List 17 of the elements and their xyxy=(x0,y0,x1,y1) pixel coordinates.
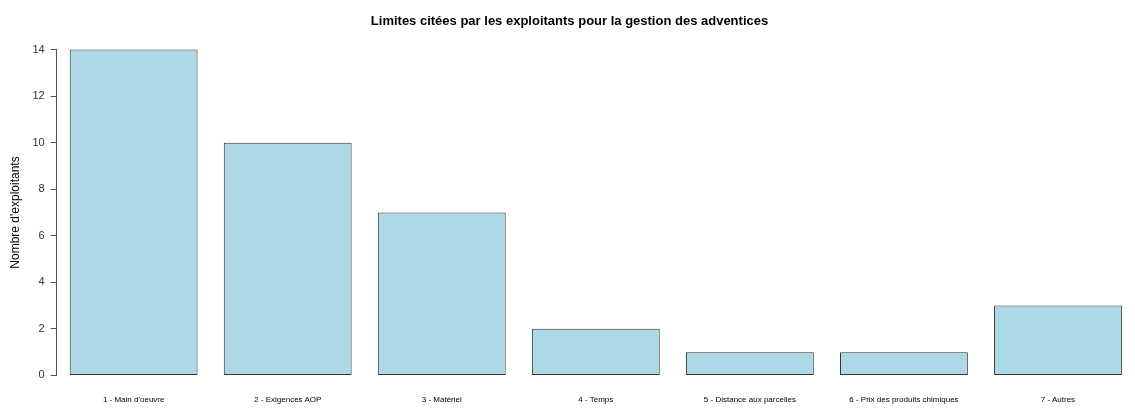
y-tick-label: 6 xyxy=(38,228,45,241)
y-tick-label: 10 xyxy=(32,135,45,148)
y-tick-label: 2 xyxy=(38,321,45,334)
chart-title: Limites citées par les exploitants pour la gestion des adventices xyxy=(370,13,769,29)
x-tick-label: 1 - Main d'oeuvre xyxy=(102,395,165,405)
y-tick-label: 12 xyxy=(32,89,45,102)
y-tick-label: 0 xyxy=(38,368,45,381)
x-tick-label: 7 - Autres xyxy=(1040,395,1076,405)
y-axis-title: Nombre d'exploitants xyxy=(7,156,22,269)
y-tick-label: 14 xyxy=(32,42,45,55)
x-tick-label: 5 - Distance aux parcelles xyxy=(703,395,796,405)
y-tick-label: 4 xyxy=(38,275,45,288)
x-tick-label: 6 - Prix des produits chimiques xyxy=(849,395,959,405)
x-tick-label: 3 - Matériel xyxy=(421,395,462,405)
x-tick-label: 4 - Temps xyxy=(578,395,614,405)
y-tick-label: 8 xyxy=(38,182,45,195)
x-tick-label: 2 - Exigences AOP xyxy=(254,395,322,405)
